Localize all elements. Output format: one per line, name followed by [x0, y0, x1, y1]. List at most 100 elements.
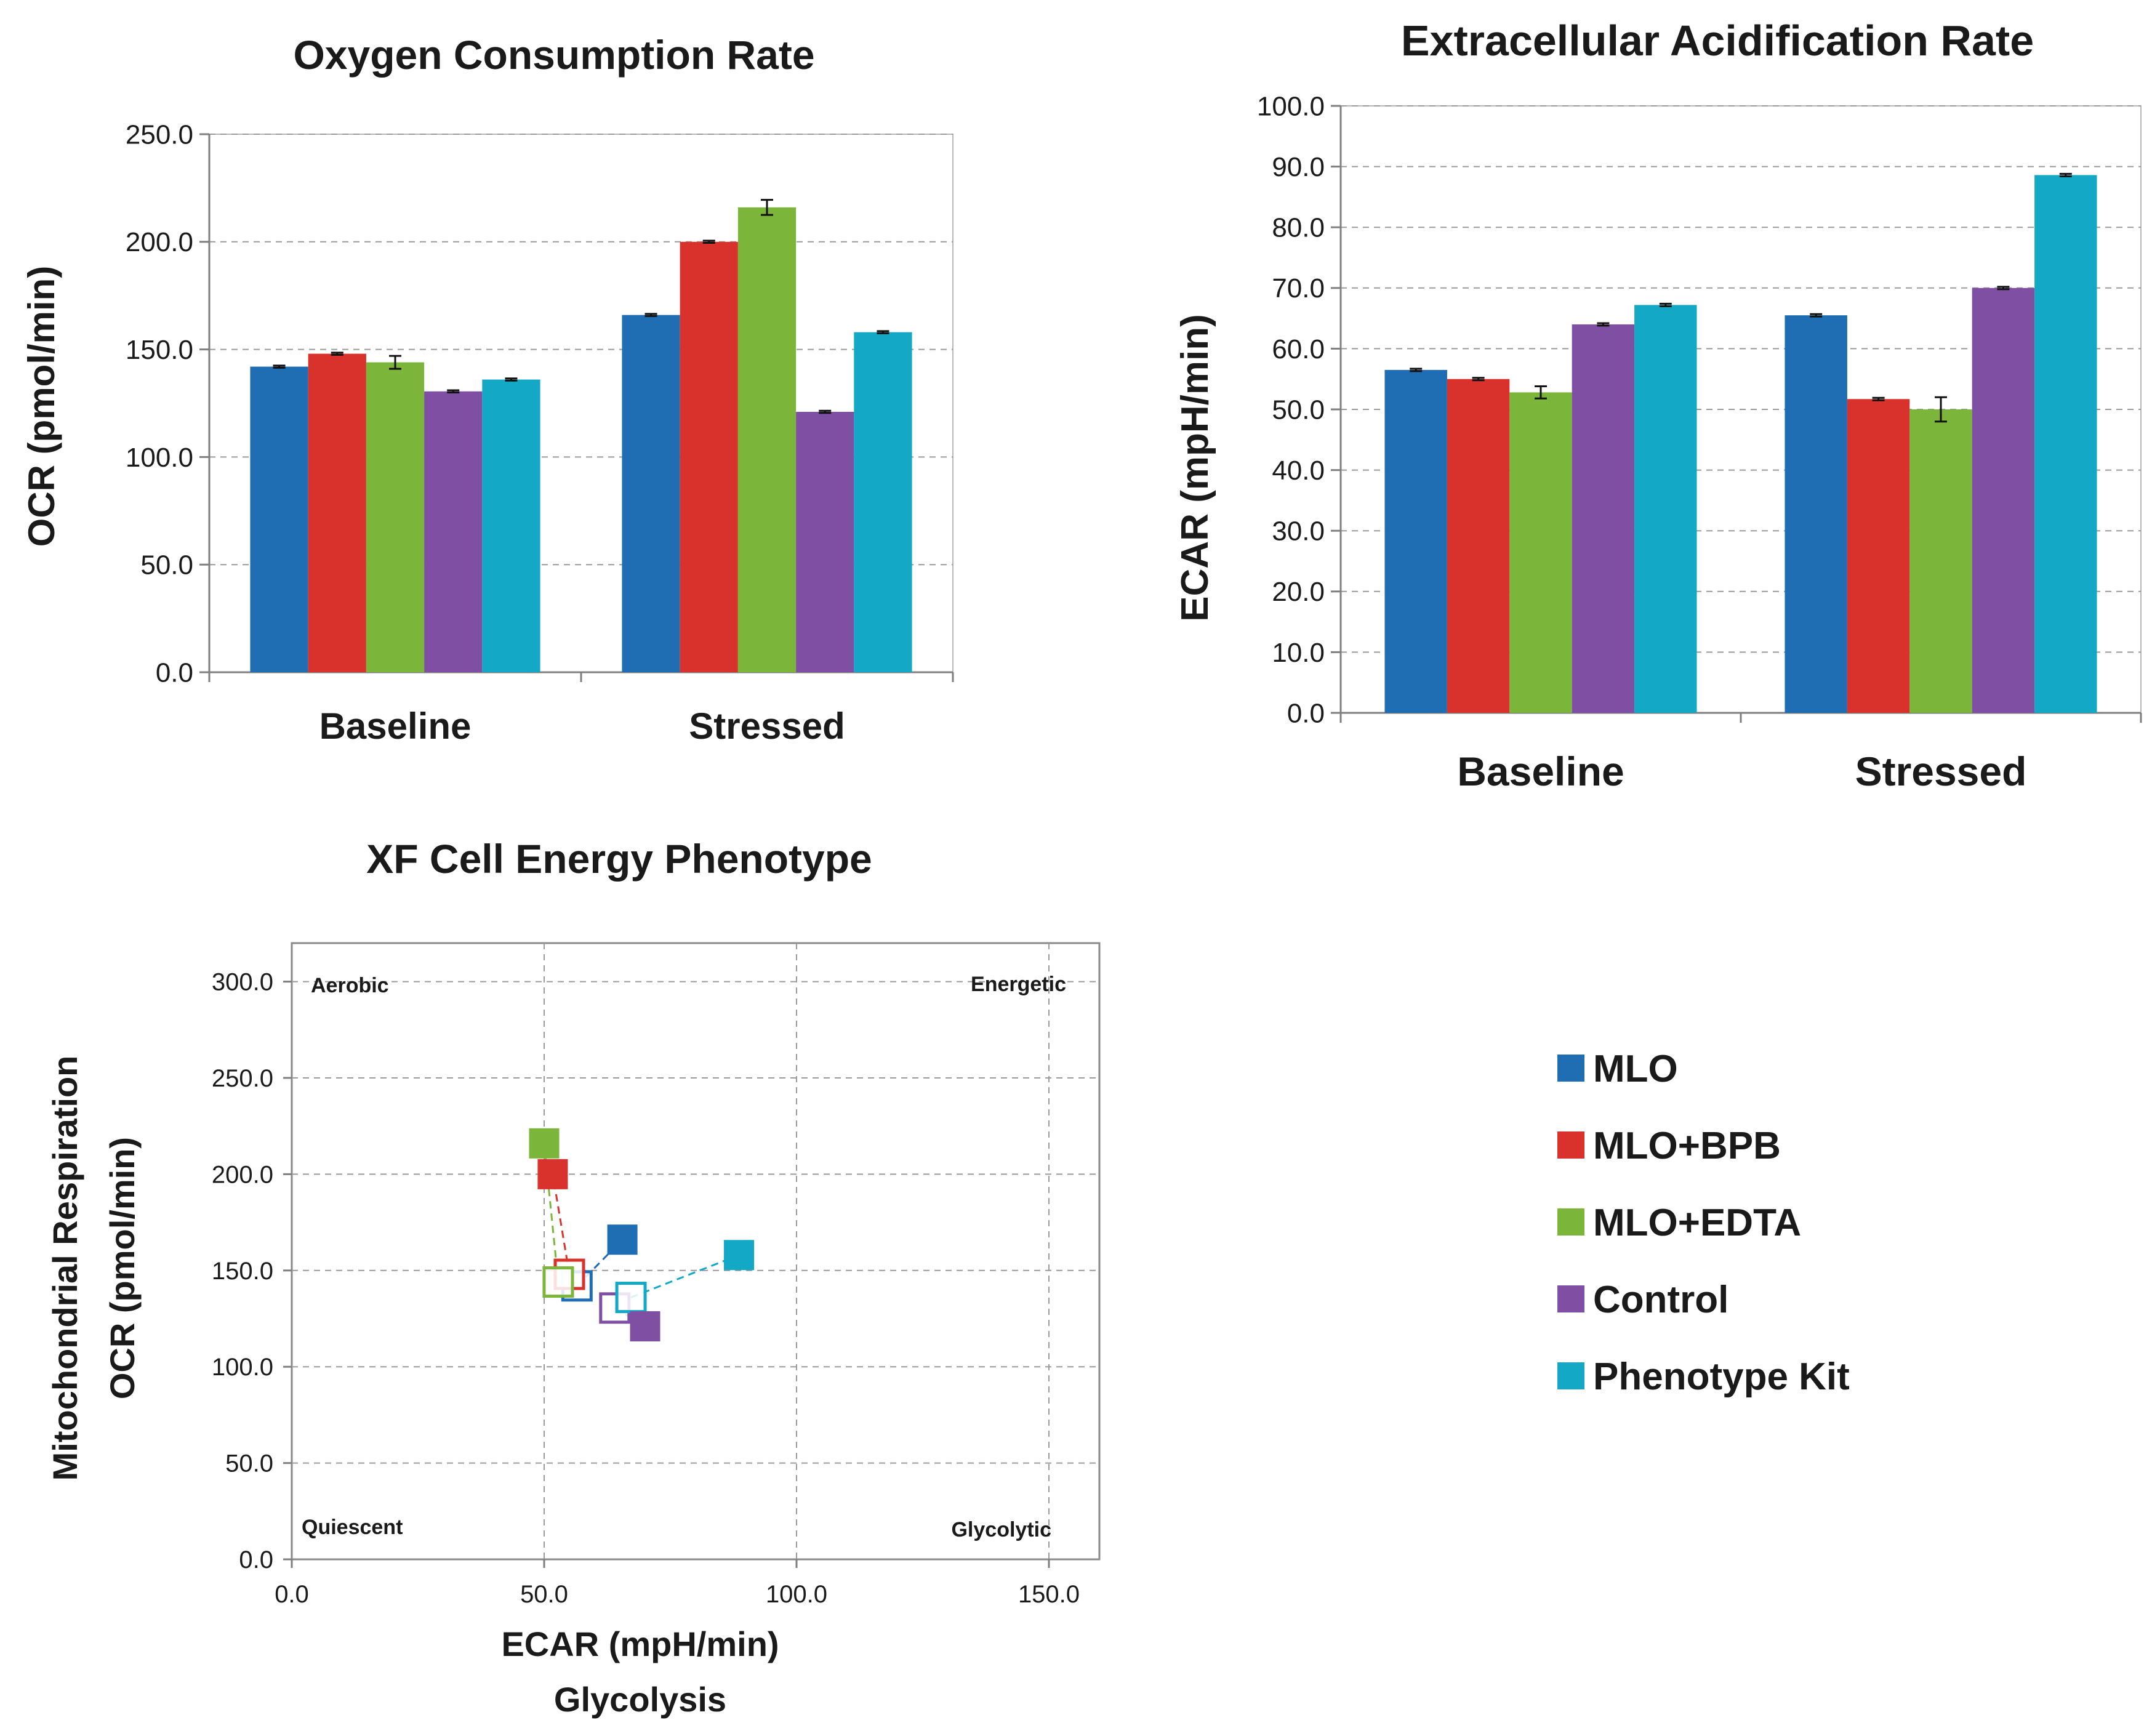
phenotype-point-stressed-mlo — [607, 1224, 638, 1255]
ecar-error-bar-mlo-stressed — [1810, 313, 1823, 318]
ecar-error-bar-mlo-bpb-baseline — [1472, 377, 1485, 382]
ecar-bar-mlo-edta-stressed — [1909, 409, 1972, 713]
ecar-y-tick-label: 30.0 — [1272, 516, 1325, 547]
ecar-error-bar-mlo-edta-stressed — [1935, 396, 1947, 423]
ecar-error-bar-mlo-edta-baseline — [1535, 385, 1547, 400]
quadrant-label-aerobic: Aerobic — [311, 974, 389, 997]
phenotype-x-tick-label: 100.0 — [766, 1581, 827, 1608]
ocr-y-tick-label: 250.0 — [126, 119, 193, 150]
phenotype-plot-frame — [291, 942, 1101, 1561]
ecar-bar-phenotype-kit-baseline — [1634, 305, 1697, 713]
phenotype-y-tick-label: 100.0 — [212, 1354, 273, 1381]
ocr-y-tick-label: 100.0 — [126, 443, 193, 473]
ecar-y-tick-label: 10.0 — [1272, 638, 1325, 668]
ocr-y-tick-label: 200.0 — [126, 227, 193, 257]
ecar-y-axis-label: ECAR (mpH/min) — [1174, 314, 1216, 621]
legend-swatch-mlo-edta — [1557, 1208, 1584, 1236]
phenotype-y-tick-label: 50.0 — [225, 1450, 273, 1477]
legend-label-phenotype-kit: Phenotype Kit — [1593, 1356, 1850, 1398]
quadrant-label-energetic: Energetic — [971, 973, 1066, 996]
legend-item-mlo: MLO — [1557, 1048, 1678, 1090]
ocr-y-tick-label: 50.0 — [140, 550, 193, 581]
ocr-bar-mlo-edta-stressed — [737, 207, 797, 672]
ocr-error-bar-mlo-baseline — [273, 364, 286, 369]
phenotype-x-tick-label: 150.0 — [1018, 1581, 1080, 1608]
ecar-error-bar-control-baseline — [1597, 322, 1610, 327]
ocr-error-bar-phenotype-kit-baseline — [505, 377, 518, 382]
phenotype-chart-title: XF Cell Energy Phenotype — [366, 836, 872, 882]
phenotype-point-stressed-mlo-bpb — [537, 1159, 568, 1189]
ocr-error-bar-phenotype-kit-stressed — [877, 330, 889, 334]
ecar-bar-mlo-edta-baseline — [1509, 392, 1572, 713]
phenotype-point-baseline-mlo-edta — [542, 1266, 574, 1298]
ocr-bar-chart: Oxygen Consumption Rate OCR (pmol/min) 0… — [21, 32, 954, 747]
ecar-error-bar-mlo-baseline — [1410, 368, 1423, 372]
ocr-error-bar-mlo-stressed — [644, 313, 657, 317]
phenotype-connector-phenotype-kit — [630, 1254, 740, 1298]
ocr-bar-control-stressed — [796, 411, 854, 672]
ecar-bar-mlo-bpb-baseline — [1447, 379, 1510, 713]
ecar-bar-phenotype-kit-stressed — [2034, 175, 2097, 713]
ecar-error-bar-phenotype-kit-baseline — [1659, 302, 1672, 307]
phenotype-y-axis-label: OCR (pmol/min) — [103, 1137, 142, 1399]
legend-label-control: Control — [1593, 1279, 1728, 1321]
ocr-y-tick-label: 0.0 — [156, 657, 193, 688]
phenotype-y-tick-label: 150.0 — [212, 1258, 273, 1285]
ecar-bar-mlo-bpb-stressed — [1847, 399, 1910, 713]
ocr-bar-phenotype-kit-stressed — [854, 332, 912, 672]
ocr-chart-title: Oxygen Consumption Rate — [293, 32, 814, 78]
ecar-bar-mlo-baseline — [1384, 369, 1447, 713]
phenotype-plot-area: 0.0 50.0 100.0 150.0 200.0 250.0 300.0 0.0 50.0 1… — [212, 942, 1101, 1608]
ocr-y-tick-label: 150.0 — [126, 335, 193, 365]
energy-phenotype-scatter-chart: 0.0 50.0 100.0 150.0 200.0 250.0 300.0 0.0 50.0 1… — [46, 836, 1101, 1719]
phenotype-x-tick-label: 50.0 — [520, 1581, 568, 1608]
phenotype-point-baseline-phenotype-kit — [615, 1282, 647, 1314]
ocr-bar-mlo-baseline — [250, 366, 308, 672]
ocr-category-label-baseline: Baseline — [319, 705, 472, 747]
legend-item-control: Control — [1557, 1279, 1728, 1321]
ecar-y-tick-label: 40.0 — [1272, 456, 1325, 486]
phenotype-y-tick-label: 250.0 — [212, 1065, 273, 1092]
ocr-error-bar-mlo-bpb-baseline — [331, 352, 343, 356]
phenotype-y-tick-label: 0.0 — [239, 1546, 273, 1573]
ecar-y-tick-label: 80.0 — [1272, 213, 1325, 243]
phenotype-y-tick-label: 300.0 — [212, 969, 273, 996]
ecar-bar-control-stressed — [1972, 287, 2035, 713]
quadrant-label-glycolytic: Glycolytic — [951, 1518, 1051, 1541]
ecar-y-tick-label: 70.0 — [1272, 273, 1325, 303]
legend-label-mlo-bpb: MLO+BPB — [1593, 1125, 1781, 1167]
legend-label-mlo-edta: MLO+EDTA — [1593, 1202, 1801, 1244]
quadrant-label-quiescent: Quiescent — [302, 1516, 403, 1539]
ecar-y-tick-label: 60.0 — [1272, 334, 1325, 364]
phenotype-x-axis-label: ECAR (mpH/min) — [501, 1625, 779, 1663]
phenotype-point-stressed-control — [630, 1311, 660, 1341]
ecar-category-label-baseline: Baseline — [1457, 749, 1624, 794]
ecar-error-bar-phenotype-kit-stressed — [2059, 172, 2072, 177]
ocr-category-label-stressed: Stressed — [689, 705, 845, 747]
phenotype-point-stressed-phenotype-kit — [724, 1240, 755, 1271]
legend-swatch-mlo-bpb — [1557, 1131, 1584, 1159]
ocr-bar-mlo-stressed — [622, 315, 680, 672]
legend-item-phenotype-kit: Phenotype Kit — [1557, 1356, 1850, 1398]
ocr-bar-phenotype-kit-baseline — [482, 379, 540, 672]
ecar-bar-control-baseline — [1572, 324, 1635, 713]
ocr-error-bar-mlo-edta-baseline — [389, 355, 401, 370]
ecar-y-tick-label: 0.0 — [1287, 698, 1325, 728]
ocr-bar-mlo-edta-baseline — [366, 362, 425, 672]
phenotype-y-axis-sublabel: Mitochondrial Respiration — [46, 1056, 84, 1481]
legend: MLO MLO+BPB MLO+EDTA Control Phenotype Kit — [1557, 1048, 1850, 1398]
ecar-bar-chart: Extracellular Acidification Rate ECAR (m… — [1174, 17, 2142, 794]
ecar-y-tick-label: 20.0 — [1272, 577, 1325, 607]
ocr-y-axis-label: OCR (pmol/min) — [21, 266, 62, 547]
ocr-error-bar-mlo-edta-stressed — [761, 199, 773, 216]
ocr-error-bar-mlo-bpb-stressed — [702, 239, 715, 244]
phenotype-connector-mlo-bpb — [552, 1174, 571, 1275]
legend-swatch-control — [1557, 1285, 1584, 1312]
ocr-bar-control-baseline — [424, 391, 483, 672]
ocr-bar-mlo-bpb-stressed — [680, 241, 738, 672]
phenotype-y-tick-label: 200.0 — [212, 1161, 273, 1188]
phenotype-point-stressed-mlo-edta — [529, 1128, 560, 1159]
ocr-bar-mlo-bpb-baseline — [308, 353, 366, 672]
phenotype-points — [529, 1128, 755, 1341]
